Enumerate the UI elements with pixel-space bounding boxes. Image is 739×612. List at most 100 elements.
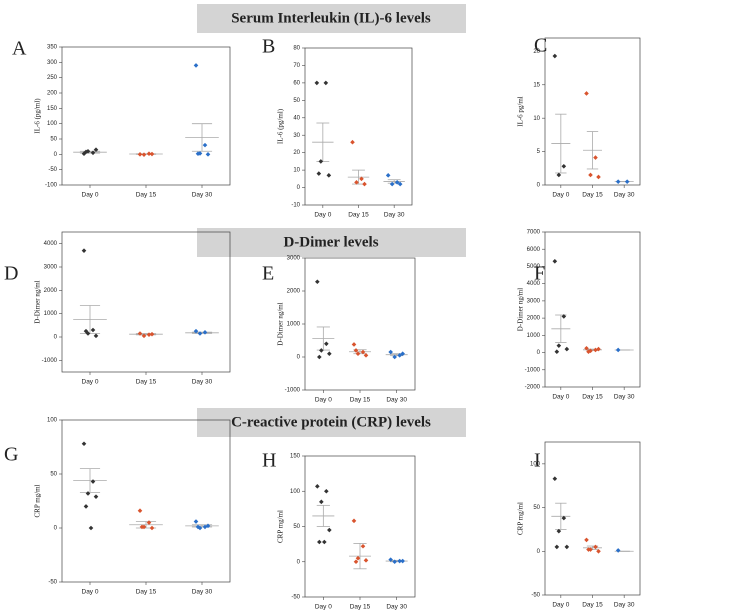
- y-tick-label: 250: [47, 75, 58, 81]
- data-point: [137, 152, 143, 157]
- y-tick-label: 0: [297, 559, 301, 565]
- y-tick-label: 3000: [527, 298, 541, 304]
- data-point: [360, 543, 366, 549]
- y-tick-label: 100: [530, 461, 541, 467]
- data-point: [149, 151, 155, 157]
- y-tick-label: 100: [290, 489, 301, 495]
- data-point: [317, 539, 322, 545]
- data-point: [90, 327, 96, 333]
- data-point: [137, 508, 143, 514]
- data-point: [584, 91, 589, 96]
- data-point: [139, 524, 145, 530]
- y-tick-label: 0: [54, 152, 58, 158]
- data-point: [554, 544, 560, 550]
- data-point: [146, 332, 152, 337]
- panel-letter: D: [4, 263, 18, 285]
- data-point: [593, 347, 598, 353]
- data-point: [554, 349, 560, 354]
- heading: D-Dimer levels: [283, 234, 378, 250]
- y-tick-label: 350: [47, 45, 58, 51]
- x-tick-label: Day 30: [386, 604, 407, 611]
- x-tick-label: Day 0: [82, 192, 99, 199]
- y-tick-label: 0: [537, 549, 541, 555]
- x-tick-label: Day 30: [192, 589, 213, 596]
- y-axis-label: IL-6 (pg/ml): [34, 98, 42, 134]
- data-point: [561, 163, 567, 169]
- x-tick-label: Day 0: [315, 604, 332, 611]
- panel-letter: G: [4, 444, 18, 466]
- data-point: [355, 351, 361, 356]
- plot-frame: [544, 231, 641, 388]
- plot-frame: [304, 257, 416, 391]
- data-point: [556, 172, 562, 178]
- x-tick-label: Day 15: [136, 589, 157, 596]
- panel-letter: F: [534, 263, 545, 285]
- data-point: [137, 331, 143, 336]
- y-tick-label: 4000: [44, 241, 58, 247]
- data-point: [561, 314, 567, 319]
- x-tick-label: Day 30: [192, 379, 213, 386]
- panel-letter: B: [262, 36, 275, 58]
- data-point: [615, 179, 621, 184]
- data-point: [202, 330, 208, 335]
- data-point: [351, 342, 357, 347]
- data-point: [584, 537, 589, 543]
- x-tick-label: Day 30: [614, 192, 635, 199]
- data-point: [146, 520, 152, 525]
- data-point: [81, 441, 87, 447]
- panel-letter: A: [12, 38, 27, 60]
- data-point: [556, 343, 562, 348]
- heading-box: [197, 4, 466, 437]
- data-point: [83, 149, 89, 155]
- data-point: [83, 328, 89, 334]
- data-point: [593, 544, 598, 550]
- data-point: [353, 348, 359, 353]
- x-tick-label: Day 30: [386, 397, 407, 404]
- y-tick-label: 50: [50, 137, 57, 143]
- data-point: [85, 491, 91, 496]
- plot-frame: [61, 419, 231, 583]
- y-tick-label: -1000: [42, 358, 58, 364]
- data-point: [355, 555, 361, 561]
- y-tick-label: 1000: [44, 311, 58, 317]
- y-tick-label: 20: [293, 150, 300, 156]
- data-point: [322, 539, 327, 545]
- x-tick-label: Day 0: [552, 394, 569, 401]
- data-point: [588, 348, 593, 354]
- y-tick-label: -1000: [525, 367, 541, 373]
- data-point: [93, 147, 99, 153]
- y-tick-label: -50: [291, 595, 300, 601]
- y-tick-label: 2000: [287, 289, 301, 295]
- data-point: [593, 155, 598, 160]
- panel-letter: H: [262, 450, 276, 472]
- data-point: [388, 557, 393, 562]
- data-point: [388, 349, 393, 355]
- y-tick-label: -50: [48, 580, 57, 586]
- y-axis-label: CRP mg/ml: [277, 510, 285, 543]
- data-point: [326, 173, 332, 178]
- y-axis-label: D-Dimer ng/ml: [277, 302, 285, 345]
- data-point: [318, 159, 324, 164]
- y-tick-label: 0: [54, 335, 58, 341]
- y-tick-label: 1000: [527, 333, 541, 339]
- y-axis-label: CRP mg/ml: [34, 484, 42, 517]
- data-point: [354, 180, 359, 185]
- data-point: [141, 152, 147, 157]
- data-point: [394, 180, 400, 185]
- data-point: [363, 558, 369, 563]
- data-point: [327, 527, 332, 533]
- y-tick-label: 100: [47, 121, 58, 127]
- y-tick-label: 50: [50, 472, 57, 478]
- y-tick-label: 150: [290, 454, 301, 460]
- y-axis-label: CRP mg/ml: [517, 502, 525, 535]
- data-point: [315, 484, 320, 489]
- data-point: [359, 176, 364, 182]
- data-point: [90, 150, 96, 156]
- y-tick-label: 300: [47, 60, 58, 66]
- data-point: [319, 348, 324, 353]
- x-tick-label: Day 15: [582, 602, 603, 609]
- data-point: [392, 559, 397, 565]
- y-tick-label: 7000: [527, 230, 541, 236]
- data-point: [615, 548, 621, 553]
- y-tick-label: 30: [293, 133, 300, 139]
